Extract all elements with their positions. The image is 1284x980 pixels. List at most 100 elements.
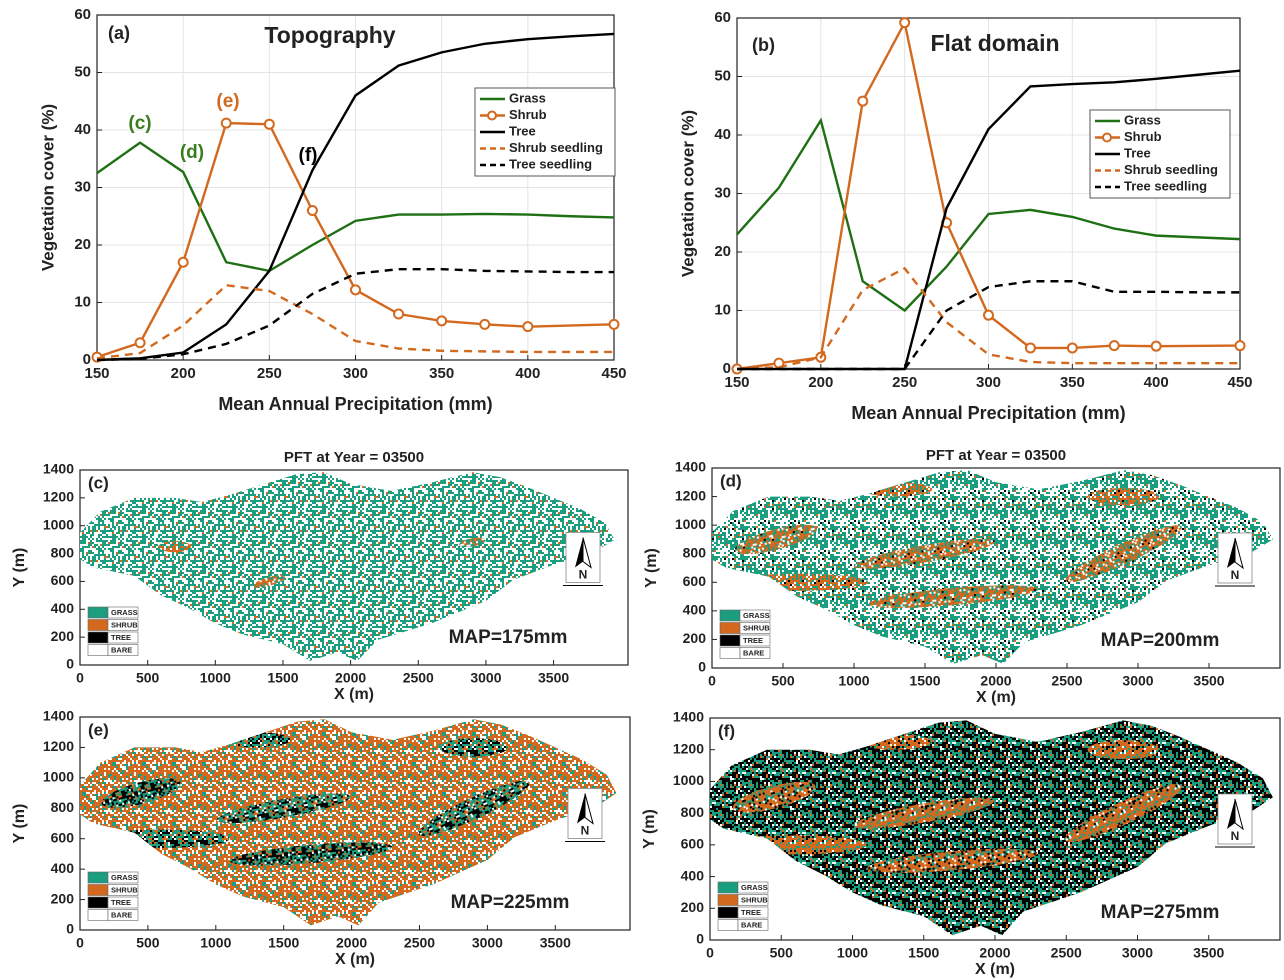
legend-marker [487,110,497,121]
series-line [96,32,615,362]
y-tick-label: 1000 [43,769,74,785]
y-tick-label: 1200 [43,738,74,754]
x-tick-label: 0 [706,945,714,961]
x-tick-label: 300 [976,374,1001,391]
x-tick-label: 150 [84,365,109,382]
legend-swatch [719,609,741,622]
x-tick-label: 200 [171,365,196,382]
legend-label: Tree [509,123,536,138]
vegetation-band [853,797,994,829]
x-tick-label: 1500 [909,673,940,689]
panel-title: Flat domain [930,30,1059,56]
panel-label: (a) [108,23,130,43]
panel-title: PFT at Year = 03500 [284,449,424,466]
x-tick-label: 500 [771,673,795,689]
y-tick-label: 1200 [673,740,704,756]
y-tick-label: 200 [681,899,705,915]
panel-label: (c) [88,473,109,492]
north-arrow-half [584,793,594,825]
annotation: (d) [180,142,204,163]
x-tick-label: 1000 [837,945,868,961]
legend-swatch [87,631,109,644]
legend-label: BARE [111,910,132,919]
terrain [80,719,617,926]
legend-label: Grass [509,90,546,105]
vegetation-band [724,835,867,855]
legend-swatch [87,606,109,619]
series-line [96,267,614,362]
y-tick-label: 800 [51,799,75,815]
vegetation-band [1064,784,1182,843]
point-marker [220,117,232,129]
vegetation-band [101,778,181,808]
vegetation-band [222,732,291,748]
panel-label: (e) [88,720,109,739]
x-tick-label: 0 [76,935,84,951]
panel-label: (f) [718,721,735,740]
x-tick-label: 450 [601,365,626,382]
y-tick-label: 1400 [43,708,74,724]
y-tick-label: 200 [51,890,75,906]
legend-label-bg [737,906,769,919]
legend-swatch [719,647,741,659]
y-tick-label: 400 [683,602,707,618]
y-tick-label: 10 [714,301,731,318]
legend-label-bg [107,606,139,619]
x-tick-label: 500 [770,945,794,961]
legend-label: Shrub [509,107,547,122]
legend-label: SHRUB [111,885,138,894]
legend-label: TREE [111,898,131,907]
legend-label: TREE [111,633,131,642]
point-marker [522,321,534,333]
legend-swatch [87,909,109,921]
x-tick-label: 500 [136,670,160,686]
legend-label: GRASS [111,873,138,882]
annotation: (c) [128,113,151,134]
legend-label: BARE [111,645,132,654]
legend-swatch [87,644,109,656]
legend-swatch [717,894,739,906]
north-arrow [1227,538,1235,568]
point-marker [983,309,994,321]
point-marker [393,308,405,320]
y-tick-label: 20 [74,236,91,253]
series-line [96,283,614,360]
x-tick-label: 3000 [470,670,501,686]
bands [726,482,1182,608]
point-marker [479,318,491,330]
legend-marker [1102,132,1112,143]
x-tick-label: 1000 [200,935,231,951]
x-tick-label: 250 [257,365,282,382]
panel-label: (b) [752,35,775,55]
vegetation-band [439,738,508,757]
point-marker [1066,342,1078,354]
series-line [96,121,615,359]
series-line [736,266,1240,371]
legend-label: Shrub seedling [1124,162,1218,177]
x-tick-label: 150 [724,374,749,391]
legend-label-bg [737,894,769,906]
x-tick-label: 2500 [1051,945,1082,961]
y-tick-label: 800 [51,544,75,560]
plot-frame [736,17,1241,370]
y-tick-label: 1400 [43,461,74,477]
legend-swatch [719,622,741,634]
y-tick-label: 1000 [675,516,706,532]
x-tick-label: 500 [136,935,160,951]
legend-label: TREE [743,636,763,645]
north-arrow-half [1234,798,1244,831]
x-tick-label: 0 [76,670,84,686]
series-line [736,19,1241,371]
legend-label-bg [107,884,139,896]
y-tick-label: 50 [74,63,91,80]
y-tick-label: 1400 [675,459,706,475]
plot-frame [711,467,1281,669]
y-tick-label: 600 [51,829,75,845]
x-tick-label: 400 [1144,374,1169,391]
vegetation-band [253,575,286,588]
legend-label: BARE [741,920,762,929]
y-tick-label: 200 [51,628,75,644]
x-tick-label: 3000 [1122,945,1153,961]
plot-frame [79,716,631,931]
bands [724,733,1182,873]
